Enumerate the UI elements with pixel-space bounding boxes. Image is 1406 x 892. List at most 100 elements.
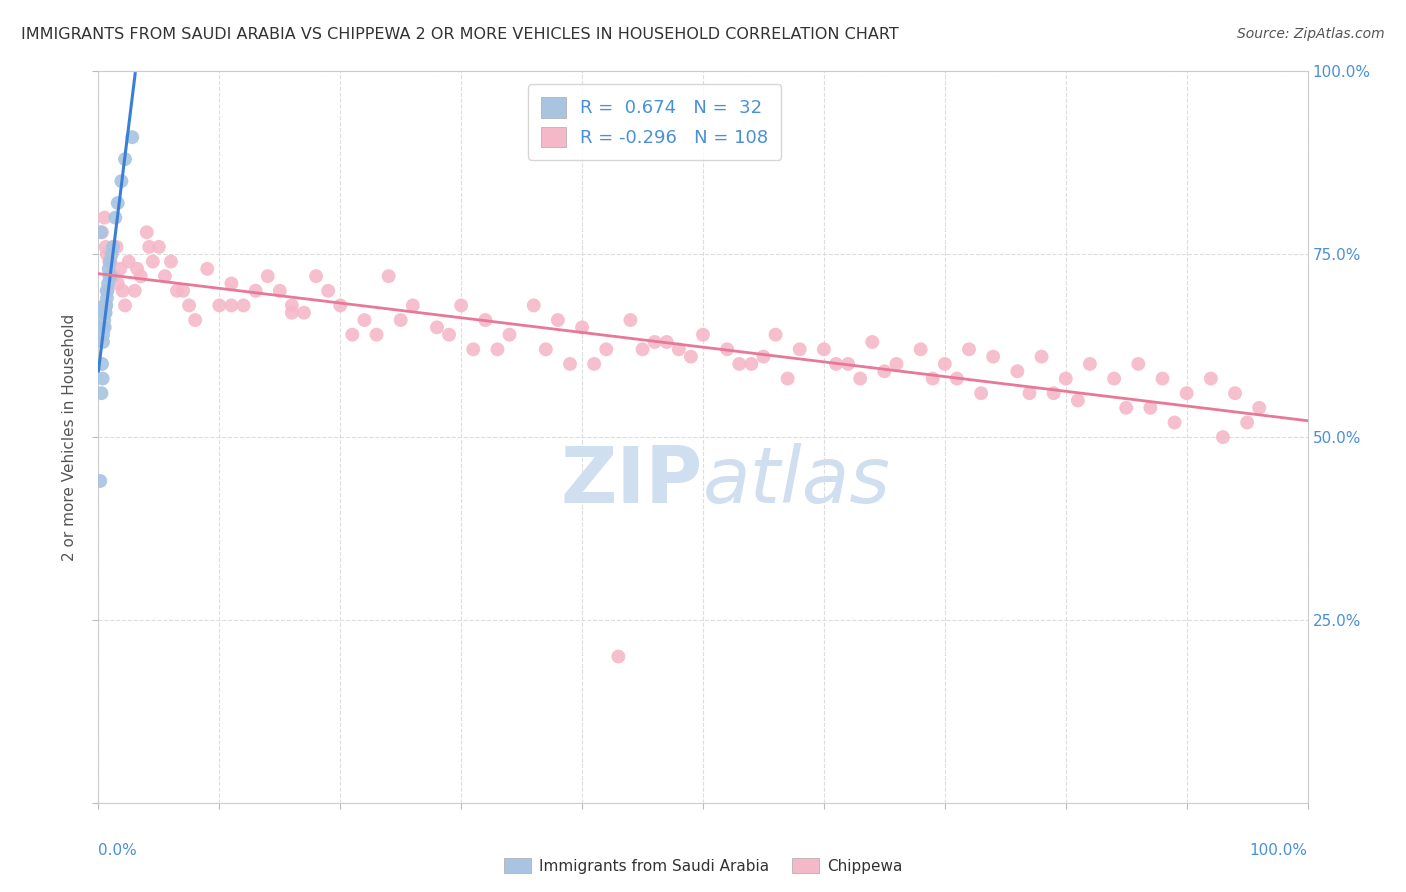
Point (97, 261, 120, 276)
Point (934, 357, 956, 371)
Point (93, 313, 115, 327)
Point (269, 284, 291, 298)
Point (752, 350, 775, 364)
Point (1067, 393, 1090, 408)
Point (96, 284, 118, 298)
Point (221, 277, 243, 291)
Point (668, 343, 690, 357)
Point (89, 474, 111, 488)
Point (583, 357, 606, 371)
Point (93, 211, 115, 225)
Text: IMMIGRANTS FROM SAUDI ARABIA VS CHIPPEWA 2 OR MORE VEHICLES IN HOUSEHOLD CORRELA: IMMIGRANTS FROM SAUDI ARABIA VS CHIPPEWA… (21, 27, 898, 42)
Point (114, 152, 136, 166)
Point (437, 327, 460, 342)
Point (1102, 371, 1125, 385)
Point (91, 334, 114, 349)
Point (110, 174, 132, 188)
Point (98, 269, 121, 284)
Point (595, 343, 617, 357)
Point (100, 247, 122, 261)
Point (93, 306, 115, 320)
Point (765, 327, 787, 342)
Point (111, 284, 134, 298)
Point (124, 284, 146, 298)
Point (981, 350, 1004, 364)
Point (105, 240, 128, 254)
Point (825, 357, 848, 371)
Point (93, 320, 115, 334)
Point (849, 371, 872, 385)
Point (316, 284, 339, 298)
Point (256, 269, 278, 284)
Point (127, 261, 149, 276)
Point (679, 350, 702, 364)
Point (94, 240, 117, 254)
Point (305, 269, 328, 284)
Point (1139, 401, 1161, 415)
Point (208, 298, 231, 312)
Point (1212, 430, 1234, 444)
Point (195, 261, 218, 276)
Point (281, 306, 304, 320)
Point (97, 277, 120, 291)
Point (607, 649, 630, 664)
Point (94, 306, 117, 320)
Point (142, 254, 165, 268)
Point (153, 269, 176, 284)
Point (450, 298, 472, 312)
Point (107, 196, 129, 211)
Point (90, 386, 112, 401)
Point (104, 211, 127, 225)
Point (486, 343, 509, 357)
Point (837, 357, 859, 371)
Point (728, 357, 751, 371)
Point (100, 254, 122, 268)
Text: ZIP: ZIP (561, 443, 703, 519)
Point (1054, 371, 1077, 385)
Text: Source: ZipAtlas.com: Source: ZipAtlas.com (1237, 27, 1385, 41)
Point (118, 254, 141, 268)
Point (813, 343, 835, 357)
Point (644, 334, 666, 349)
Point (534, 343, 557, 357)
Point (1175, 386, 1198, 401)
Point (90, 225, 112, 239)
Point (138, 240, 160, 254)
Point (135, 225, 157, 239)
Point (93, 320, 115, 334)
Point (957, 343, 980, 357)
Point (121, 130, 143, 145)
Point (166, 284, 188, 298)
Point (426, 320, 449, 334)
Point (631, 343, 654, 357)
Point (91, 371, 114, 385)
Point (377, 269, 399, 284)
Point (292, 306, 315, 320)
Point (716, 343, 738, 357)
Point (740, 357, 762, 371)
Point (342, 327, 364, 342)
Point (886, 357, 908, 371)
Text: atlas: atlas (703, 443, 891, 519)
Point (1031, 350, 1053, 364)
Point (389, 313, 412, 327)
Text: 0.0%: 0.0% (98, 843, 138, 858)
Point (558, 357, 581, 371)
Point (921, 371, 943, 385)
Point (96, 247, 118, 261)
Point (329, 298, 352, 312)
Point (245, 284, 267, 298)
Point (789, 343, 811, 357)
Point (910, 343, 932, 357)
Point (101, 269, 124, 284)
Point (1152, 371, 1174, 385)
Point (353, 313, 375, 327)
Point (93, 298, 115, 312)
Point (1163, 416, 1185, 430)
Point (100, 269, 122, 284)
Point (101, 240, 124, 254)
Point (1236, 416, 1258, 430)
Point (281, 298, 304, 312)
Point (1007, 364, 1029, 378)
Point (96, 298, 118, 312)
